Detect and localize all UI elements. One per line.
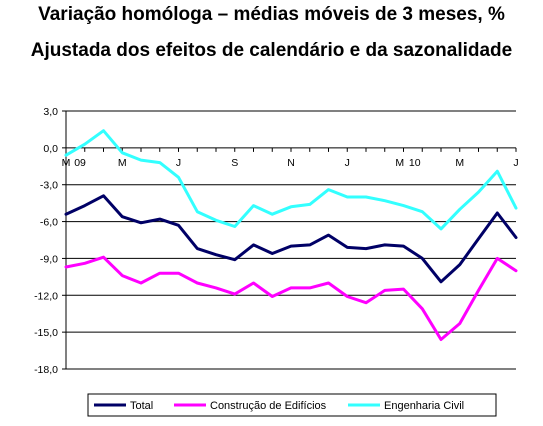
- y-tick-label: -3,0: [40, 180, 58, 192]
- legend-label: Total: [130, 400, 153, 412]
- series-line: [64, 194, 518, 284]
- x-tick-label: N: [287, 157, 295, 169]
- legend: Total Construção de Edifícios Engenharia C…: [87, 393, 497, 417]
- y-tick-label: -6,0: [40, 217, 58, 229]
- x-tick-label: S: [231, 157, 238, 169]
- legend-label: Construção de Edifícios: [210, 400, 327, 412]
- series-line: [64, 129, 518, 231]
- y-tick-label: 0,0: [43, 143, 58, 155]
- legend-label: Engenharia Civil: [384, 400, 464, 412]
- x-tick-label: J: [176, 157, 181, 169]
- x-axis: M09MJSNJM10MJSNJM11: [62, 111, 519, 369]
- x-tick-label: J: [345, 157, 350, 169]
- series-line: [64, 255, 518, 341]
- y-tick-label: -15,0: [34, 327, 58, 339]
- x-tick-label: M: [455, 157, 464, 169]
- x-tick-label: 09: [74, 157, 86, 169]
- y-tick-label: -18,0: [34, 364, 58, 376]
- chart-subtitle: Ajustada dos efeitos de calendário e da …: [30, 40, 513, 61]
- x-tick-label: 10: [409, 157, 421, 169]
- chart-title: Variação homóloga – médias móveis de 3 m…: [38, 4, 505, 25]
- y-tick-label: 3,0: [43, 106, 58, 118]
- x-tick-label: M: [118, 157, 127, 169]
- y-tick-label: -12,0: [34, 290, 58, 302]
- legend-box: [87, 393, 497, 417]
- x-tick-label: M: [62, 157, 71, 169]
- y-tick-label: -9,0: [40, 253, 58, 265]
- series-lines: [64, 129, 518, 341]
- x-tick-label: J: [513, 157, 518, 169]
- x-tick-label: M: [395, 157, 404, 169]
- y-axis-ticks: 3,0 0,0 -3,0 -6,0 -9,0 -12,0 -15,0 -18,0: [34, 106, 66, 376]
